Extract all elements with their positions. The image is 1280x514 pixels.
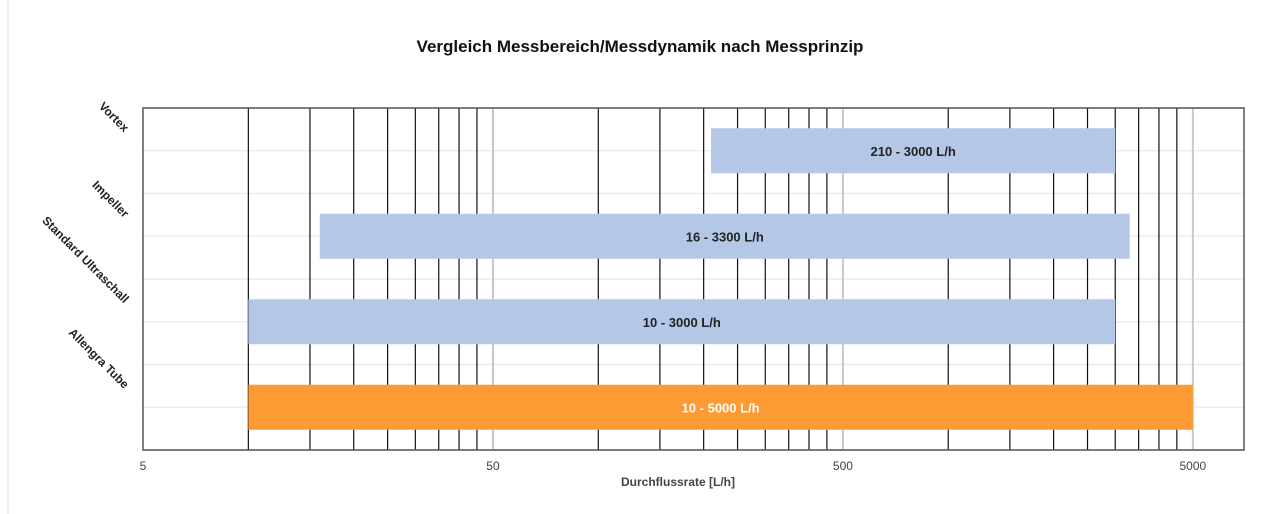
category-label: Vortex [96, 99, 132, 135]
category-label: Impeller [89, 178, 132, 221]
x-tick-label: 50 [486, 459, 500, 473]
bar-data-label: 10 - 5000 L/h [682, 400, 760, 415]
category-label: Allengra Tube [66, 326, 132, 392]
x-axis-label: Durchflussrate [L/h] [621, 475, 735, 489]
bar-allengra-tube [248, 384, 1193, 430]
plot-frame [142, 107, 1245, 451]
bar-impeller [319, 213, 1130, 259]
chart-title: Vergleich Messbereich/Messdynamik nach M… [417, 37, 864, 56]
bar-vortex [711, 128, 1116, 174]
bars: 210 - 3000 L/h 16 - 3300 L/h 10 - 3000 L/h… [248, 128, 1193, 430]
x-tick-label: 5 [140, 459, 147, 473]
bar-data-label: 10 - 3000 L/h [643, 315, 721, 330]
bar-data-label: 16 - 3300 L/h [686, 229, 764, 244]
x-tick-label: 5000 [1180, 459, 1207, 473]
x-tick-labels: 5 50 500 5000 [140, 459, 1207, 473]
bar-standard-ultraschall [248, 299, 1116, 345]
x-tick-label: 500 [833, 459, 853, 473]
category-label: Standard Ultraschall [39, 213, 131, 305]
bar-data-label: 210 - 3000 L/h [871, 144, 956, 159]
